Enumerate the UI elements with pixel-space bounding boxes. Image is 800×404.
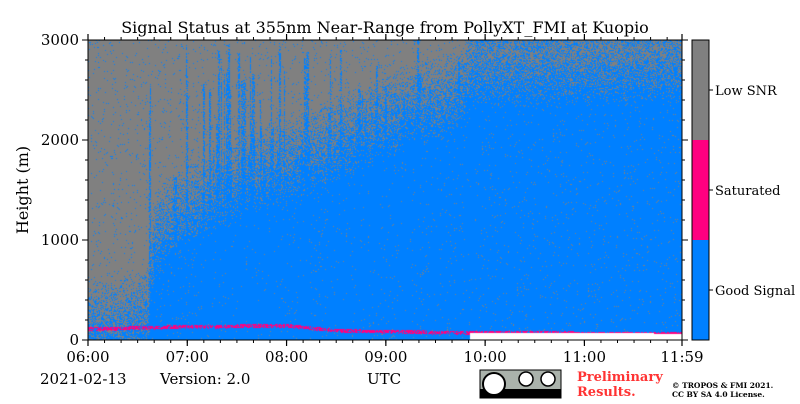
sa-icon [540,371,556,387]
colorbar-frame [691,39,710,341]
colorbar-label: Saturated [715,184,780,199]
preliminary-text: Preliminary Results. [577,370,663,400]
x-tick-label: 11:00 [563,348,606,366]
colorbar-label: Low SNR [715,84,778,99]
footer-date: 2021-02-13 [40,370,126,388]
y-tick-label: 2000 [41,131,79,149]
x-tick-label: 10:00 [464,348,507,366]
cc-by-sa-badge [479,369,562,399]
copyright-line-1: © TROPOS & FMI 2021. [672,381,773,390]
x-tick-label: 08:00 [265,348,308,366]
x-tick-label: 09:00 [364,348,407,366]
colorbar-segment [692,40,709,140]
colorbar-segment [692,140,709,240]
y-tick-label: 1000 [41,231,79,249]
heatmap-raster [88,40,682,340]
colorbar-segment [692,240,709,340]
y-tick-label: 0 [69,331,79,349]
cc-icon [482,372,506,396]
copyright-line-2: CC BY SA 4.0 License. [672,390,765,399]
x-tick-label: 11:59 [660,348,703,366]
x-axis-label: UTC [367,370,401,388]
footer-version: Version: 2.0 [159,370,250,388]
colorbar-label: Good Signal [715,284,795,299]
x-tick-label: 06:00 [66,348,109,366]
by-icon [518,371,534,387]
chart-title: Signal Status at 355nm Near-Range from P… [121,18,649,37]
x-tick-label: 07:00 [166,348,209,366]
badge-bar [480,389,561,398]
y-tick-label: 3000 [41,31,79,49]
preliminary-line: Results. [577,385,636,400]
preliminary-line: Preliminary [577,370,663,385]
plot-frame [87,39,683,341]
y-axis-label: Height (m) [13,146,32,234]
